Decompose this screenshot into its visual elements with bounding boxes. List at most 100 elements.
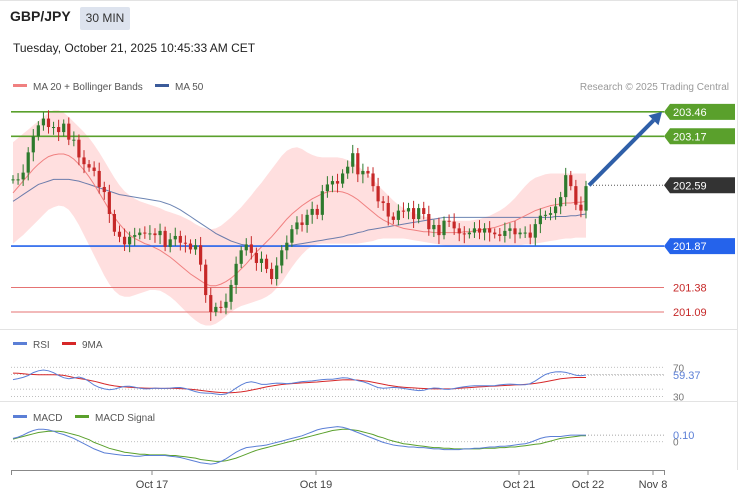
candle xyxy=(305,214,309,225)
candle xyxy=(477,228,482,233)
candle xyxy=(244,244,248,251)
candle xyxy=(310,208,314,215)
macd-line xyxy=(12,426,586,465)
candle xyxy=(335,181,340,184)
candle xyxy=(447,220,451,222)
candle xyxy=(36,125,40,137)
candle xyxy=(168,239,172,247)
candle xyxy=(325,184,329,192)
rsi-line xyxy=(12,369,587,396)
candle xyxy=(437,224,441,236)
candle xyxy=(270,268,274,280)
timeframe-button[interactable]: 30 MIN xyxy=(80,7,130,30)
candle xyxy=(41,118,46,126)
candle xyxy=(457,228,461,234)
time-tick-label: Oct 22 xyxy=(572,479,604,491)
candle xyxy=(158,230,162,236)
candle xyxy=(543,214,548,216)
candle xyxy=(559,197,563,207)
candle xyxy=(214,306,218,312)
rsi-ma-line xyxy=(12,372,586,394)
candle xyxy=(219,306,223,308)
candle xyxy=(21,172,25,180)
macd-signal-line xyxy=(12,428,586,462)
candle xyxy=(538,215,542,225)
candle xyxy=(72,139,76,141)
candle xyxy=(579,204,583,211)
candle xyxy=(503,230,507,236)
candle xyxy=(320,191,324,215)
candle xyxy=(569,175,573,187)
candle xyxy=(381,201,385,204)
candle xyxy=(264,258,269,269)
candle xyxy=(224,301,228,308)
macd-plot: 00.10 xyxy=(11,426,694,465)
candle xyxy=(199,245,203,265)
copyright: Research © 2025 Trading Central xyxy=(580,82,729,93)
candle xyxy=(11,179,15,181)
candle xyxy=(432,224,436,230)
legend-rsi-ma-swatch xyxy=(62,342,76,345)
legend-ma50: MA 50 xyxy=(175,82,204,93)
candle xyxy=(330,181,335,185)
rsi-tick-label: 30 xyxy=(673,392,685,403)
candle xyxy=(122,236,127,245)
level-label: 201.87 xyxy=(673,241,707,253)
candle xyxy=(533,224,537,238)
candle xyxy=(472,228,477,233)
candle xyxy=(427,214,431,230)
rsi-current-label: 59.37 xyxy=(673,370,701,382)
candle xyxy=(462,233,466,235)
rsi-tick-label: 70 xyxy=(673,363,685,374)
level-price-tag xyxy=(664,128,735,145)
candle xyxy=(138,232,142,236)
forecast-arrow-shaft xyxy=(587,118,655,187)
level-label: 203.46 xyxy=(673,107,707,119)
candle xyxy=(46,118,51,128)
candle xyxy=(62,123,66,133)
candle xyxy=(300,222,304,225)
candle xyxy=(553,206,558,214)
candle xyxy=(295,222,299,230)
candle xyxy=(376,186,380,202)
legend-ma20-swatch xyxy=(13,84,27,87)
level-price-tag xyxy=(664,103,735,120)
main-plot: 203.46 203.17 201.87 201.38 201.09 202.59 xyxy=(11,103,735,326)
time-tick-label: Oct 21 xyxy=(503,479,535,491)
candle xyxy=(204,264,208,296)
candle xyxy=(356,153,360,175)
candle xyxy=(452,221,456,229)
candle xyxy=(259,258,264,263)
rsi-plot: 70 30 59.37 xyxy=(11,363,701,403)
candle xyxy=(422,208,426,214)
candle xyxy=(548,213,553,215)
candle xyxy=(26,152,30,173)
candle xyxy=(57,127,61,133)
candle xyxy=(396,210,400,220)
level-label: 201.38 xyxy=(673,282,707,294)
candle xyxy=(584,186,588,211)
candle xyxy=(351,153,355,167)
candle xyxy=(112,214,117,232)
candle xyxy=(391,216,395,220)
candle xyxy=(280,250,284,266)
candle xyxy=(209,295,213,312)
symbol-title: GBP/JPY xyxy=(10,8,71,24)
candle xyxy=(518,232,522,235)
candle xyxy=(411,208,416,220)
candle xyxy=(482,228,487,233)
candle xyxy=(102,186,106,193)
legend-ma50-swatch xyxy=(155,84,169,87)
candle xyxy=(498,234,502,236)
candle xyxy=(371,173,375,187)
candle xyxy=(229,284,233,302)
candle xyxy=(107,192,111,214)
candle xyxy=(178,235,182,243)
candle xyxy=(285,242,289,251)
candle xyxy=(143,232,147,234)
candle xyxy=(488,228,492,233)
candle xyxy=(386,203,390,217)
candle xyxy=(275,265,279,280)
candle xyxy=(51,127,56,129)
